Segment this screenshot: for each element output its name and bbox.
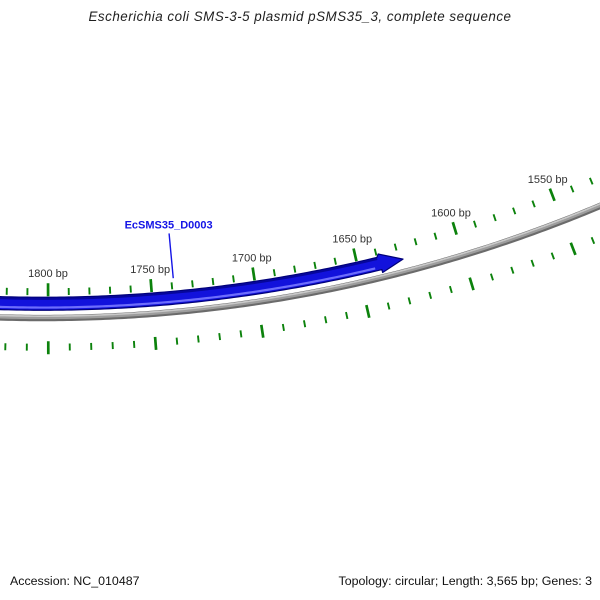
minor-tick-inner-1640	[373, 248, 378, 256]
minor-tick-outer-1730	[197, 335, 200, 343]
major-tick-inner-1600	[451, 221, 458, 236]
minor-tick-outer-1610	[448, 285, 453, 294]
ruler-ticks-outer	[4, 236, 596, 355]
minor-tick-inner-1630	[393, 243, 398, 251]
minor-tick-outer-1590	[489, 273, 494, 281]
minor-tick-inner-1730	[191, 280, 194, 288]
minor-tick-outer-1680	[303, 320, 307, 328]
minor-tick-inner-1680	[293, 265, 297, 273]
minor-tick-inner-1690	[272, 269, 276, 277]
ruler-tick-labels: 1550 bp 1600 bp 1650 bp 1700 bp 1750 bp 1800 …	[28, 174, 567, 280]
minor-tick-inner-1740	[170, 282, 174, 290]
minor-tick-inner-1580	[492, 214, 497, 222]
ruler-tick-label-1600: 1600 bp	[431, 207, 471, 219]
minor-tick-outer-1670	[324, 316, 328, 324]
minor-tick-outer-1690	[281, 323, 285, 332]
gene-arrow-top-shade	[0, 258, 378, 300]
ruler-tick-label-1550: 1550 bp	[528, 174, 568, 186]
major-tick-outer-1550	[569, 242, 577, 256]
minor-tick-outer-1630	[407, 297, 412, 305]
status-accession: Accession: NC_010487	[10, 574, 140, 588]
gene-label-EcSMS35_D0003[interactable]: EcSMS35_D0003	[125, 219, 213, 231]
gene-feature-layer: EcSMS35_D0003	[0, 219, 404, 311]
minor-tick-inner-1540	[569, 185, 575, 193]
minor-tick-outer-1560	[550, 252, 555, 260]
minor-tick-outer-1570	[530, 259, 535, 267]
minor-tick-outer-1740	[175, 337, 179, 345]
minor-tick-inner-1720	[211, 277, 215, 286]
ruler-tick-label-1800: 1800 bp	[28, 268, 68, 280]
ruler-tick-label-1750: 1750 bp	[130, 264, 170, 276]
minor-tick-outer-1580	[510, 266, 515, 274]
major-tick-outer-1700	[259, 324, 265, 338]
minor-tick-outer-1620	[428, 291, 433, 299]
status-summary: Topology: circular; Length: 3,565 bp; Ge…	[338, 574, 592, 588]
minor-tick-outer-1640	[386, 302, 391, 310]
minor-tick-inner-1670	[313, 261, 317, 269]
major-tick-inner-1550	[548, 188, 556, 202]
ruler-ticks-inner	[5, 177, 594, 297]
major-tick-outer-1750	[153, 336, 158, 351]
minor-tick-outer-1660	[345, 311, 349, 320]
backbone-arc-stroke-1	[0, 203, 600, 320]
backbone-arc	[0, 202, 600, 322]
minor-tick-inner-1570	[512, 207, 517, 215]
minor-tick-inner-1590	[473, 220, 477, 228]
page-title: Escherichia coli SMS-3-5 plasmid pSMS35_…	[88, 9, 512, 24]
gene-arrow-EcSMS35_D0003[interactable]	[0, 253, 404, 311]
major-tick-inner-1700	[251, 267, 256, 281]
minor-tick-outer-1720	[218, 332, 222, 341]
minor-tick-outer-1710	[239, 330, 243, 338]
minor-tick-inner-1710	[232, 275, 235, 283]
major-tick-outer-1650	[365, 304, 371, 319]
status-bar: Accession: NC_010487 Topology: circular;…	[0, 574, 600, 588]
minor-tick-inner-1610	[433, 232, 438, 240]
minor-tick-outer-1540	[590, 236, 596, 245]
gene-callout-line	[168, 233, 174, 279]
minor-tick-inner-1660	[333, 257, 337, 265]
ruler-tick-label-1700: 1700 bp	[232, 253, 272, 265]
minor-tick-inner-1560	[531, 200, 536, 208]
minor-tick-inner-1620	[413, 238, 418, 246]
minor-tick-inner-1530	[589, 177, 594, 185]
gene-arrow-bottom-highlight	[0, 267, 376, 309]
backbone-arc-stroke-2	[0, 203, 600, 317]
major-tick-inner-1650	[352, 248, 358, 262]
ruler-tick-label-1650: 1650 bp	[332, 234, 372, 246]
major-tick-inner-1750	[149, 279, 153, 293]
major-tick-outer-1600	[468, 277, 475, 291]
